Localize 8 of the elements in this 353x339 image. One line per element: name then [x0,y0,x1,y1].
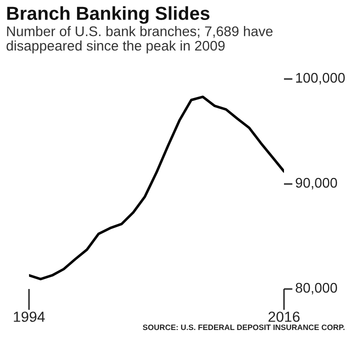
line-series [29,96,284,280]
chart-subtitle: Number of U.S. bank branches; 7,689 have disappeared since the peak in 2009 [6,26,273,54]
y-tick-label: 100,000 [296,72,345,84]
y-tick-label: 80,000 [296,282,338,294]
chart-title: Branch Banking Slides [7,6,210,24]
y-tick-label: 90,000 [296,178,338,190]
x-tick-label: 2016 [268,312,300,322]
x-tick-label: 1994 [14,312,45,322]
